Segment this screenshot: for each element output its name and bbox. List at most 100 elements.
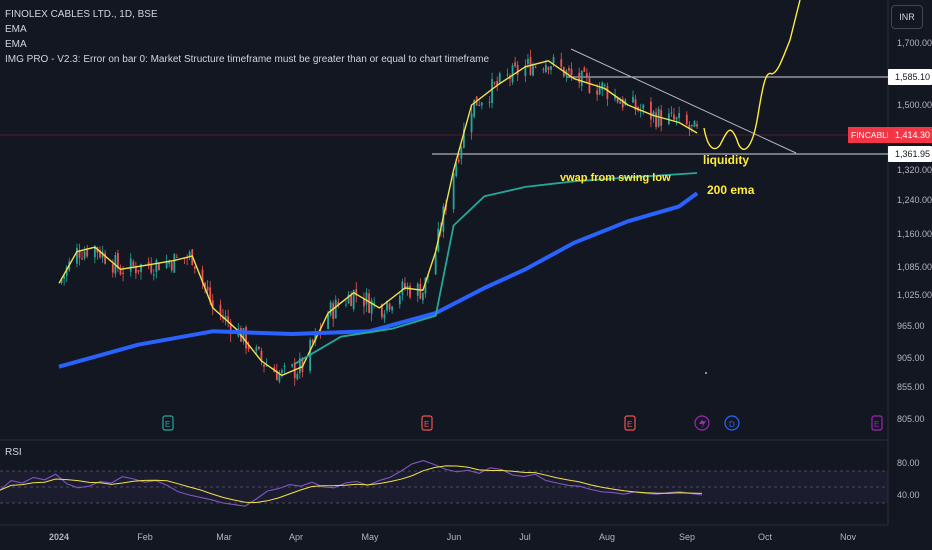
candle-body: [119, 270, 122, 275]
candle-body: [188, 251, 191, 258]
candle-body: [455, 162, 458, 177]
candle-body: [596, 90, 599, 95]
candle-body: [201, 269, 204, 283]
candle-body: [104, 253, 107, 264]
candle-body: [117, 253, 119, 269]
dividend-marker: [724, 415, 740, 431]
candle-body: [224, 316, 227, 320]
candle-body: [255, 347, 258, 351]
candle-body: [206, 286, 209, 291]
candle-body: [283, 365, 286, 368]
time-axis-label: Nov: [840, 532, 857, 542]
candle-body: [334, 299, 337, 319]
candle-body: [685, 114, 688, 125]
candle-body: [245, 327, 247, 349]
time-axis-label: Sep: [679, 532, 695, 542]
candle-body: [598, 87, 601, 95]
candle-body: [693, 121, 696, 127]
candle-body: [670, 112, 673, 114]
candle-body: [383, 313, 386, 319]
level-price-label: [888, 146, 932, 162]
candle-body: [150, 263, 153, 273]
candle-body: [570, 68, 573, 76]
currency-button[interactable]: INR: [891, 5, 923, 29]
indicator-ema-2: EMA: [5, 39, 27, 50]
candle-body: [263, 364, 265, 367]
candle-body: [101, 251, 104, 258]
candle-body: [406, 285, 409, 290]
price-tick-label: 1,320.00: [897, 165, 932, 175]
candle-body: [621, 98, 624, 108]
candle-body: [580, 70, 583, 87]
candle-body: [165, 260, 168, 269]
candle-body: [632, 96, 634, 103]
candle-body: [86, 248, 89, 257]
time-axis-label: Oct: [758, 532, 773, 542]
candle-body: [675, 117, 678, 120]
candle-body: [281, 370, 283, 373]
candle-body: [278, 372, 281, 382]
candle-body: [544, 64, 547, 73]
candle-body: [532, 65, 534, 76]
candle-body: [583, 67, 586, 72]
candle-body: [65, 267, 68, 276]
candle-body: [673, 114, 675, 120]
earnings-marker: [624, 415, 636, 431]
rsi-tick-label: 80.00: [897, 458, 920, 468]
candle-body: [667, 113, 670, 125]
candle-body: [534, 66, 537, 68]
candle-body: [168, 261, 171, 264]
event-marker-letter: E: [627, 420, 632, 429]
downtrend-line: [570, 48, 797, 154]
liquidity-label: liquidity: [703, 153, 749, 167]
candle-body: [516, 65, 519, 75]
candle-body: [550, 66, 552, 70]
candle-body: [242, 328, 245, 342]
ema-fast-line: [58, 60, 698, 377]
candle-body: [227, 316, 230, 322]
candle-body: [460, 147, 463, 159]
candle-body: [83, 251, 86, 259]
time-axis-label: Jun: [447, 532, 462, 542]
candle-body: [655, 112, 657, 127]
time-axis-label: Apr: [289, 532, 303, 542]
time-axis-label: May: [361, 532, 379, 542]
rsi-line: [0, 460, 703, 507]
candle-body: [457, 159, 460, 162]
candle-body: [498, 73, 501, 83]
candle-body: [170, 262, 173, 271]
candle-body: [527, 58, 529, 64]
current-price-label: [888, 127, 932, 143]
candle-body: [209, 287, 212, 302]
candle-body: [421, 292, 424, 301]
price-tick-label: 965.00: [897, 321, 925, 331]
event-marker-letter: E: [165, 420, 170, 429]
candle-body: [352, 290, 355, 309]
candle-body: [173, 254, 176, 273]
candle-body: [78, 250, 81, 259]
candle-body: [603, 84, 606, 86]
candle-body: [363, 298, 365, 307]
candle-body: [491, 79, 493, 104]
marker-dot: [705, 372, 707, 374]
ema-200-line: [58, 191, 699, 369]
candle-body: [63, 275, 66, 279]
price-tick-label: 1,700.00: [897, 38, 932, 48]
candle-body: [301, 357, 304, 372]
indicator-img-pro: IMG PRO - V2.3: Error on bar 0: Market S…: [5, 54, 490, 65]
candle-body: [511, 65, 514, 83]
ticker-tag-text: FINCABLES: [851, 130, 899, 140]
price-tick-label: 1,240.00: [897, 195, 932, 205]
level-price-label: [888, 69, 932, 85]
candle-body: [81, 258, 83, 260]
candle-body: [350, 294, 353, 307]
candle-body: [60, 278, 63, 283]
candle-body: [473, 99, 476, 117]
candle-body: [296, 373, 299, 380]
candle-body: [398, 295, 401, 305]
candle-body: [152, 274, 155, 276]
price-tick-label: 1,085.00: [897, 262, 932, 272]
candle-body: [650, 101, 652, 120]
candle-body: [93, 246, 96, 258]
